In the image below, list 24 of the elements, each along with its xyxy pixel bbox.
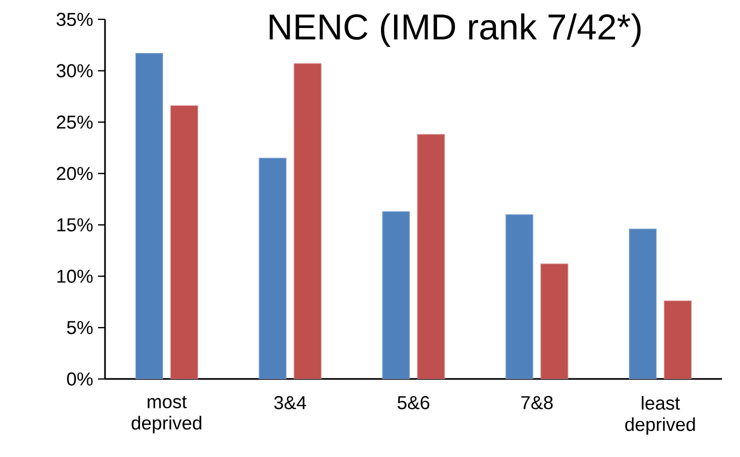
y-tick-label: 0% — [67, 372, 93, 386]
x-tick-label: 5&6 — [398, 396, 430, 410]
y-tick-label: 30% — [56, 64, 93, 78]
bar — [294, 63, 322, 379]
y-tick-label: 20% — [56, 166, 93, 180]
bar — [135, 52, 164, 379]
bar — [664, 300, 692, 379]
x-tick-label: 7&8 — [521, 396, 553, 410]
x-tick-label: most deprived — [132, 396, 202, 434]
x-tick-label: 3&4 — [274, 396, 306, 410]
bar — [258, 158, 286, 379]
bar — [170, 105, 198, 379]
bar — [382, 211, 410, 379]
chart-title: NENC (IMD rank 7/42*) — [270, 13, 641, 47]
y-tick-label: 25% — [56, 116, 93, 129]
bar — [506, 214, 534, 379]
y-tick-label: 15% — [57, 218, 93, 232]
y-tick-label: 35% — [56, 12, 93, 26]
bar — [417, 134, 445, 379]
y-tick-label: 10% — [57, 270, 93, 283]
bar — [628, 228, 657, 379]
y-tick-label: 5% — [67, 321, 93, 334]
bar — [540, 264, 568, 379]
x-tick-label: least deprived — [625, 396, 695, 435]
